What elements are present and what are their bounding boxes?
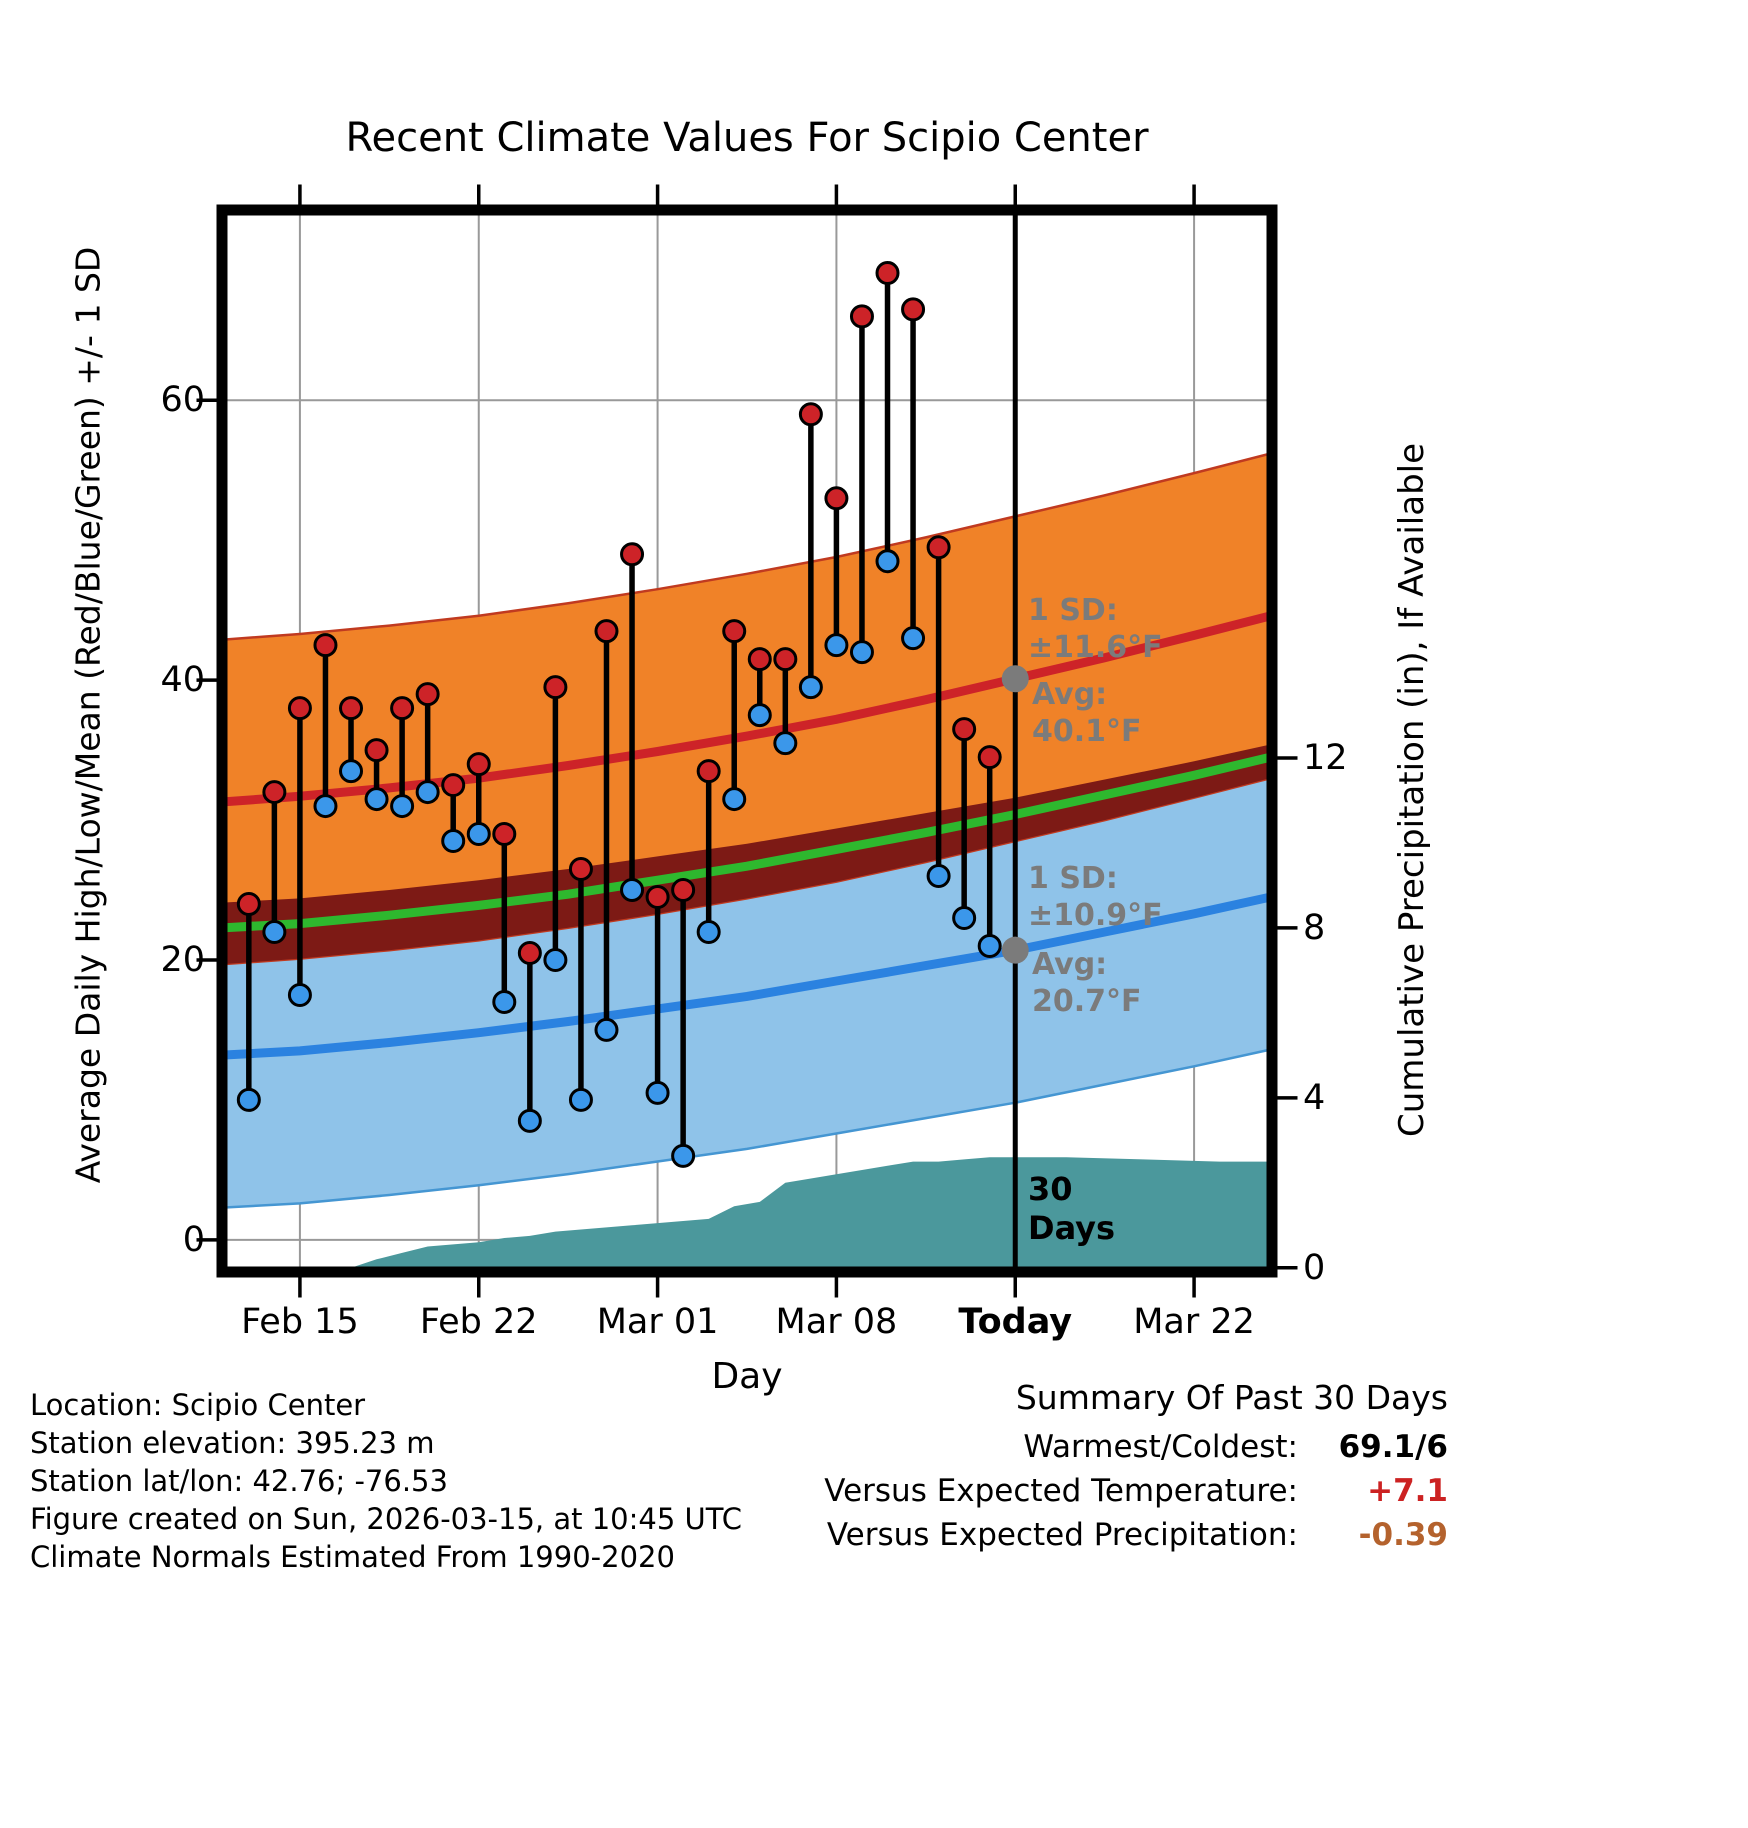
summary-panel: Summary Of Past 30 Days Warmest/Coldest:… <box>824 1378 1448 1554</box>
summary-row-label: Versus Expected Temperature: <box>824 1473 1298 1509</box>
annotation-low-avg: Avg: 20.7°F <box>1032 947 1142 1019</box>
band-overlap <box>227 745 1267 964</box>
daily-high-marker <box>466 752 491 777</box>
station-footer: Location: Scipio Center Station elevatio… <box>30 1386 742 1576</box>
daily-low-marker <box>466 822 491 847</box>
daily-low-marker <box>364 787 389 812</box>
daily-low-marker <box>568 1087 593 1112</box>
daily-low-marker <box>594 1017 619 1042</box>
daily-low-marker <box>441 829 466 854</box>
daily-low-marker <box>926 864 951 889</box>
daily-high-marker <box>747 647 772 672</box>
daily-high-marker <box>645 885 670 910</box>
chart-title: Recent Climate Values For Scipio Center <box>345 115 1149 161</box>
daily-high-marker <box>773 647 798 672</box>
footer-location: Location: Scipio Center <box>30 1388 366 1422</box>
daily-low-marker <box>824 633 849 658</box>
daily-low-marker <box>390 794 415 819</box>
daily-low-marker <box>339 759 364 784</box>
daily-low-marker <box>977 933 1002 958</box>
annotation-high-sd: 1 SD: ±11.6°F <box>1028 593 1163 665</box>
daily-high-marker <box>364 738 389 763</box>
daily-high-marker <box>977 745 1002 770</box>
footer-latlon: Station lat/lon: 42.76; -76.53 <box>30 1464 448 1498</box>
daily-low-marker <box>517 1108 542 1133</box>
daily-high-marker <box>952 717 977 742</box>
plot-border <box>216 204 1278 1278</box>
annotation-low-sd: 1 SD: ±10.9°F <box>1028 861 1163 933</box>
summary-row: Versus Expected Precipitation: -0.39 <box>824 1517 1448 1554</box>
summary-row-value: -0.39 <box>1358 1517 1448 1553</box>
avg-low-line <box>227 893 1267 1060</box>
x-axis-label: Day <box>711 1356 783 1397</box>
daily-high-marker <box>415 682 440 707</box>
daily-low-marker <box>645 1080 670 1105</box>
y-axis-label-right: Cumulative Precipitation (in), If Availa… <box>1392 442 1432 1138</box>
daily-low-marker <box>492 989 517 1014</box>
daily-high-marker <box>517 940 542 965</box>
daily-high-marker <box>620 542 645 567</box>
daily-low-marker <box>620 878 645 903</box>
daily-high-marker <box>262 780 287 805</box>
summary-row-value: +7.1 <box>1367 1473 1448 1509</box>
daily-low-marker <box>543 947 568 972</box>
daily-low-marker <box>671 1143 696 1168</box>
daily-high-marker <box>824 486 849 511</box>
avg-high-line <box>227 612 1267 807</box>
daily-low-marker <box>313 794 338 819</box>
daily-low-marker <box>952 906 977 930</box>
daily-high-marker <box>339 696 364 721</box>
daily-low-marker <box>415 780 440 805</box>
summary-row-label: Warmest/Coldest: <box>1023 1429 1298 1465</box>
daily-low-marker <box>798 675 823 700</box>
daily-high-marker <box>313 633 338 658</box>
daily-low-marker <box>722 787 747 812</box>
summary-title: Summary Of Past 30 Days <box>1015 1378 1448 1417</box>
daily-high-marker <box>926 535 951 560</box>
annotation-high-avg: Avg: 40.1°F <box>1032 677 1142 749</box>
daily-low-marker <box>262 919 287 944</box>
y-axis-label-left: Average Daily High/Low/Mean (Red/Blue/Gr… <box>68 246 108 1184</box>
footer-created: Figure created on Sun, 2026-03-15, at 10… <box>30 1502 743 1536</box>
today-avg-low-marker <box>1001 936 1029 964</box>
daily-high-marker <box>543 675 568 700</box>
daily-low-marker <box>875 549 900 574</box>
footer-elevation: Station elevation: 395.23 m <box>30 1426 435 1460</box>
daily-high-marker <box>287 696 312 721</box>
daily-high-marker <box>722 619 747 644</box>
daily-low-marker <box>747 703 772 728</box>
daily-low-marker <box>773 731 798 756</box>
daily-low-marker <box>236 1087 261 1112</box>
daily-low-marker <box>287 982 312 1007</box>
daily-high-marker <box>441 773 466 798</box>
daily-high-marker <box>492 822 517 847</box>
summary-row: Versus Expected Temperature: +7.1 <box>824 1473 1448 1510</box>
daily-low-marker <box>901 626 926 651</box>
daily-low-marker <box>696 919 721 944</box>
daily-high-marker <box>390 696 415 721</box>
daily-high-marker <box>594 619 619 644</box>
daily-high-marker <box>671 878 696 903</box>
daily-high-marker <box>901 297 926 322</box>
daily-high-marker <box>236 892 261 917</box>
summary-row-label: Versus Expected Precipitation: <box>826 1517 1298 1553</box>
footer-normals: Climate Normals Estimated From 1990-2020 <box>30 1540 675 1574</box>
daily-high-marker <box>849 304 874 329</box>
daily-low-marker <box>849 640 874 665</box>
summary-row: Warmest/Coldest: 69.1/6 <box>824 1429 1448 1466</box>
avg-mean-line <box>227 753 1267 933</box>
annotation-30-days: 30 Days <box>1028 1170 1116 1247</box>
today-avg-high-marker <box>1001 665 1029 693</box>
precip-area <box>351 1157 1267 1267</box>
summary-row-value: 69.1/6 <box>1338 1429 1448 1465</box>
daily-high-marker <box>696 759 721 784</box>
daily-high-marker <box>875 260 900 285</box>
daily-high-marker <box>568 857 593 882</box>
daily-high-marker <box>798 402 823 427</box>
